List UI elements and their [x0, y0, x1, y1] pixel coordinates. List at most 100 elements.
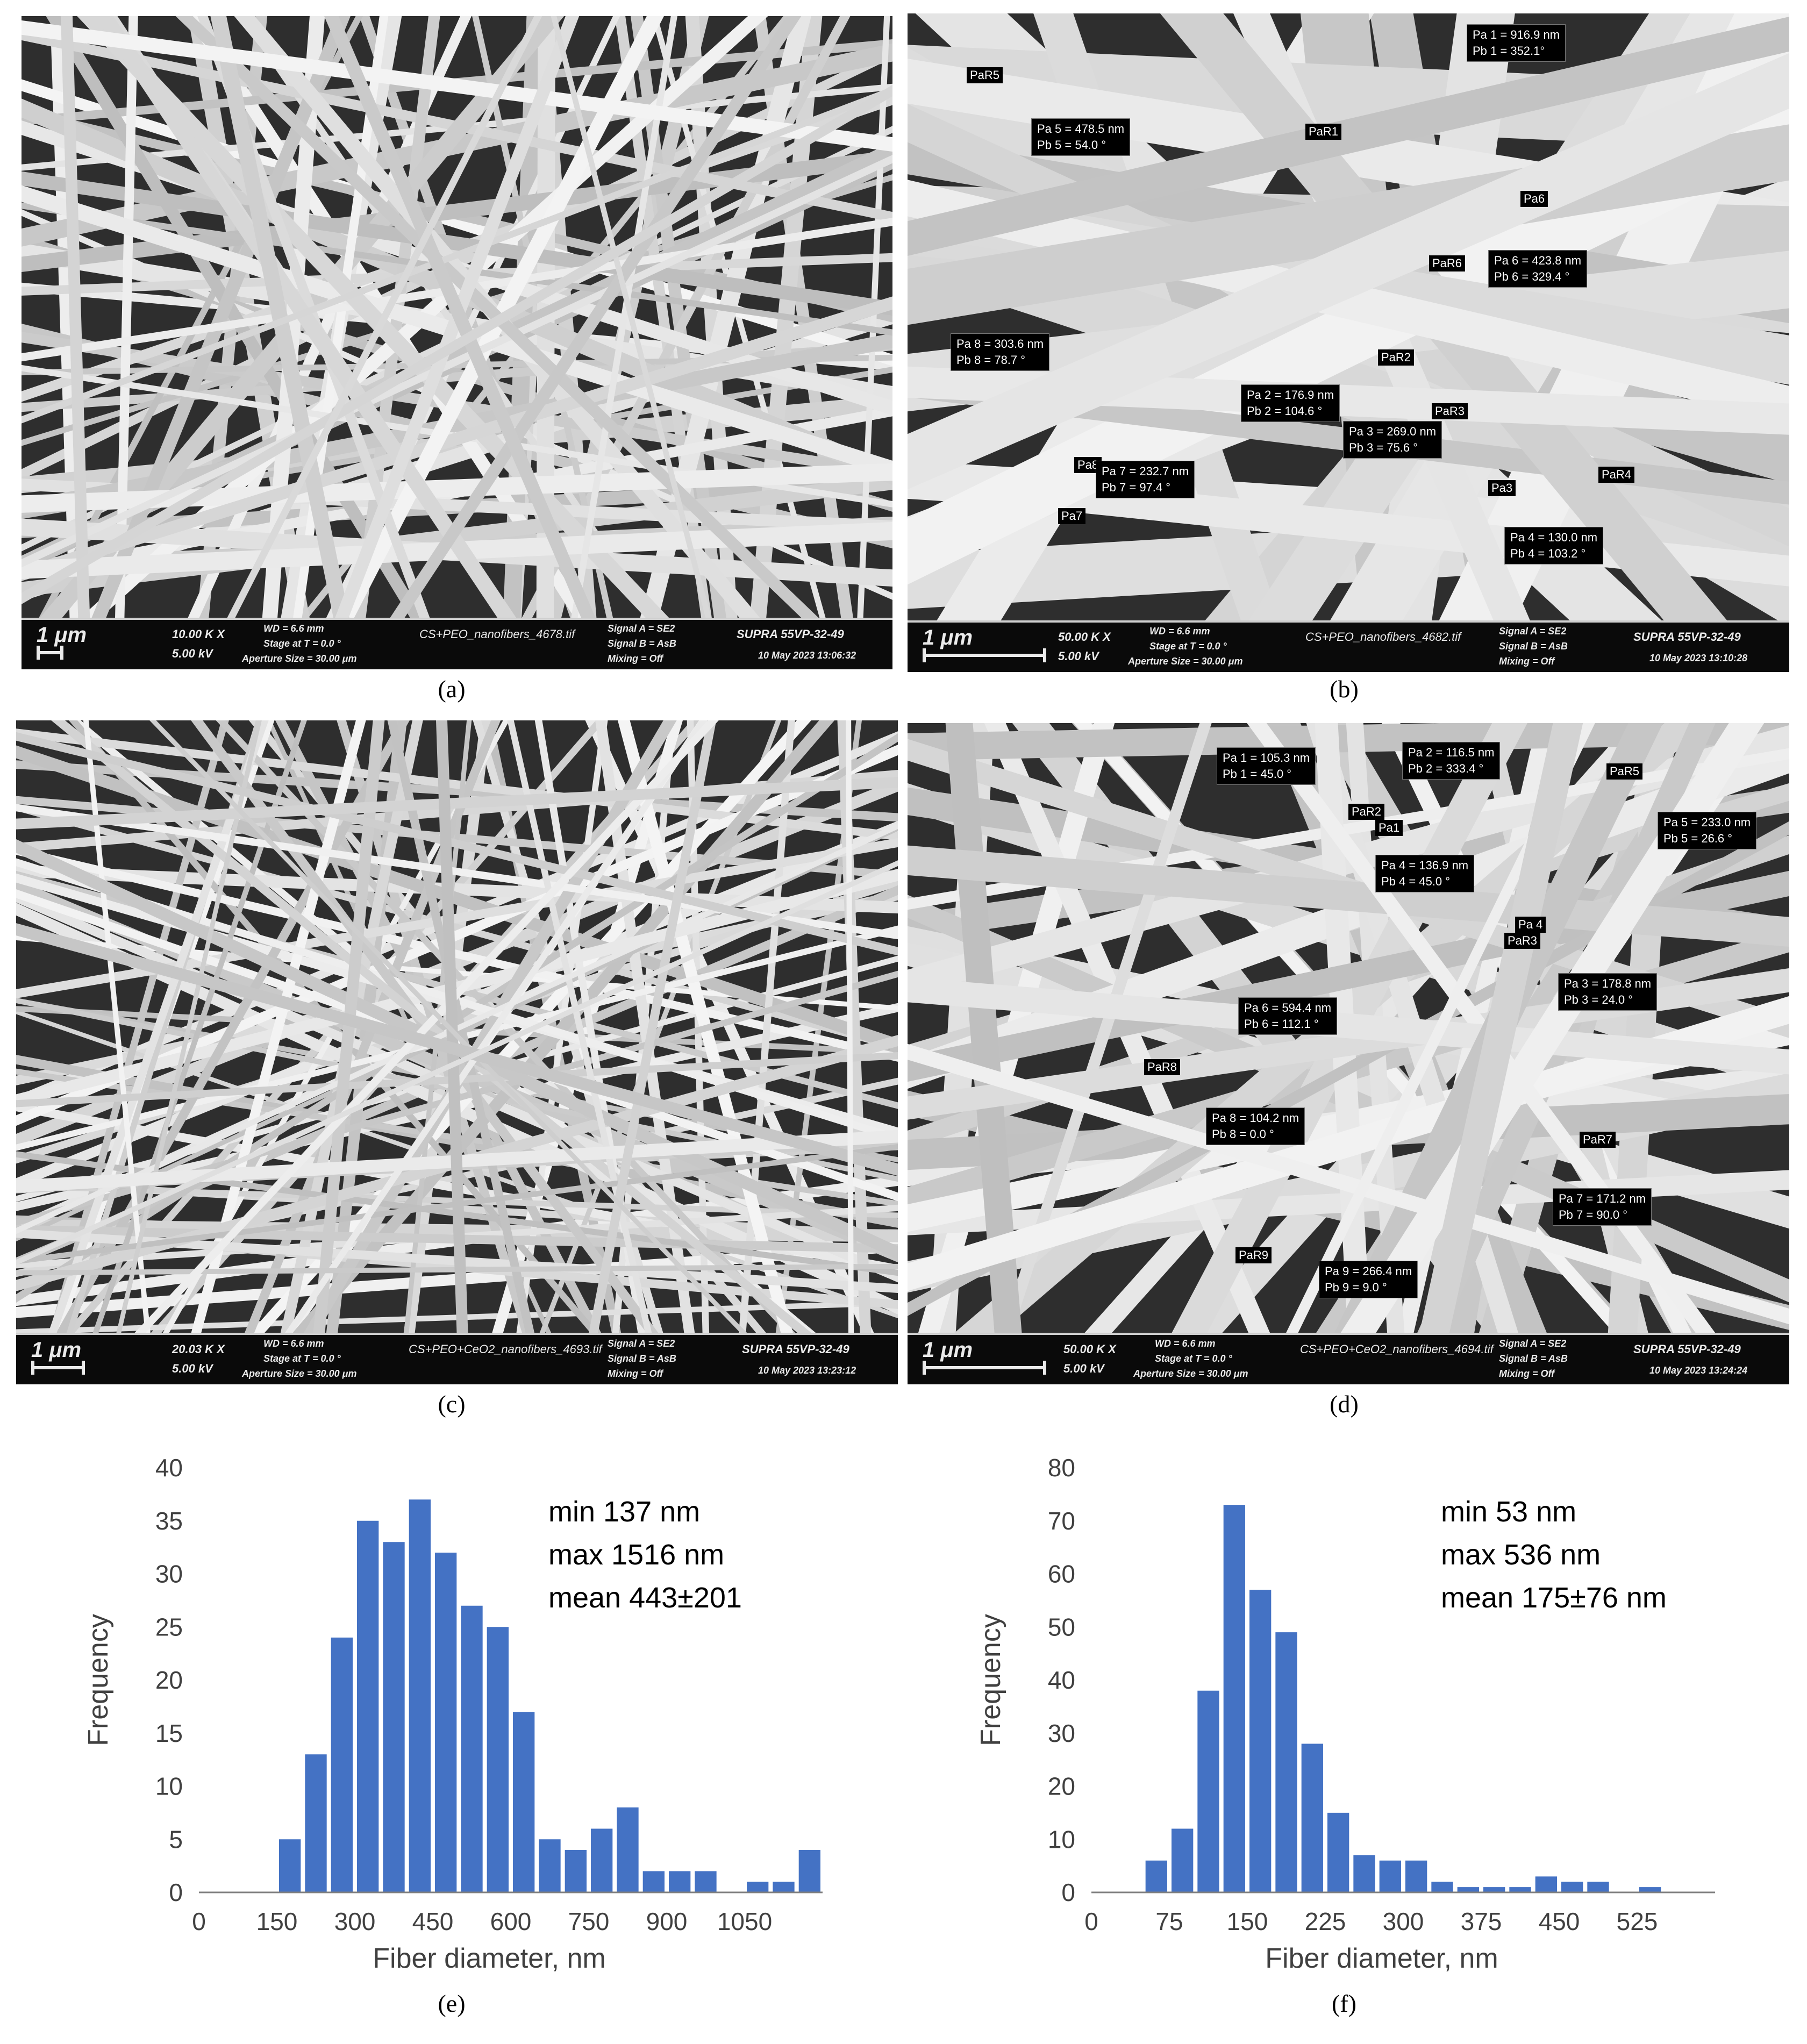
histogram-bar: [1275, 1632, 1297, 1892]
signal-b: Signal B = AsB: [1499, 1353, 1568, 1364]
working-distance: WD = 6.6 mm: [1149, 626, 1210, 637]
y-tick-label: 40: [155, 1454, 183, 1482]
marker-tag: PaR5: [967, 67, 1003, 83]
y-tick-label: 0: [169, 1878, 183, 1906]
x-tick-label: 600: [490, 1907, 532, 1935]
fiber: [149, 720, 749, 1335]
mixing: Mixing = Off: [1499, 1368, 1555, 1379]
signal-a: Signal A = SE2: [608, 623, 675, 634]
fiber: [51, 720, 814, 1335]
magnification: 20.03 K X: [172, 1342, 225, 1356]
histogram-bar: [1379, 1860, 1401, 1892]
fiber: [908, 845, 1789, 947]
microscope-model: SUPRA 55VP-32-49: [1633, 630, 1741, 644]
x-tick-label: 300: [1383, 1907, 1424, 1935]
fiber: [61, 16, 90, 620]
histogram-bar: [773, 1882, 795, 1892]
acquisition-date: 10 May 2023 13:24:24: [1649, 1365, 1748, 1376]
histogram-bar: [1223, 1505, 1245, 1892]
sem-info-bar-d: 1 μm 50.00 K X 5.00 kV WD = 6.6 mm Stage…: [908, 1333, 1789, 1384]
fiber: [22, 155, 892, 568]
fiber: [551, 16, 712, 620]
sem-image-c: 1 μm 20.03 K X 5.00 kV WD = 6.6 mm Stage…: [16, 720, 898, 1384]
stats-annotation: max 536 nm: [1441, 1539, 1601, 1571]
stage-tilt: Stage at T = 0.0 °: [1149, 641, 1227, 652]
magnification: 10.00 K X: [172, 627, 225, 641]
histogram-e: 0 5 10 15 20 25 30 35 40 0 150 300 450 600 750 900 1050 F…: [65, 1441, 839, 1978]
working-distance: WD = 6.6 mm: [263, 1338, 324, 1349]
mixing: Mixing = Off: [608, 653, 663, 664]
sem-info-bar-b: 1 μm 50.00 K X 5.00 kV WD = 6.6 mm Stage…: [908, 620, 1789, 672]
fiber: [22, 43, 892, 247]
sem-info-bar-a: 1 μm 10.00 K X 5.00 kV WD = 6.6 mm Stage…: [22, 618, 892, 669]
y-tick-label: 10: [1048, 1825, 1075, 1853]
fiber: [68, 720, 601, 1335]
fiber: [22, 20, 892, 152]
fiber: [290, 720, 835, 1335]
y-axis-title: Frequency: [83, 1614, 114, 1746]
aperture-size: Aperture Size = 30.00 μm: [242, 653, 357, 664]
marker-tag: PaR6: [1429, 255, 1466, 271]
fiber: [908, 977, 1789, 1075]
aperture-size: Aperture Size = 30.00 μm: [1133, 1368, 1248, 1379]
scale-bar: [31, 1361, 85, 1375]
working-distance: WD = 6.6 mm: [263, 623, 324, 634]
sem-image-b: PaR5 PaR1 Pa6 PaR6 PaR2 PaR3 Pa8 Pa3 PaR…: [908, 13, 1789, 672]
y-tick-label: 60: [1048, 1560, 1075, 1588]
caption-f: (f): [1332, 1990, 1356, 2017]
fiber-network-b: [908, 13, 1789, 623]
marker-tag: PaR9: [1235, 1247, 1272, 1263]
x-tick-label: 750: [568, 1907, 610, 1935]
marker-tag: PaR8: [1144, 1059, 1181, 1075]
marker-tag: PaR2: [1348, 804, 1385, 820]
fiber: [388, 16, 802, 620]
scale-label: 1 μm: [923, 1338, 973, 1362]
caption-d: (d): [1330, 1390, 1359, 1418]
microscope-model: SUPRA 55VP-32-49: [737, 627, 844, 641]
stage-tilt: Stage at T = 0.0 °: [263, 1353, 341, 1364]
stats-annotation: min 53 nm: [1441, 1496, 1576, 1528]
caption-b: (b): [1330, 675, 1359, 703]
measurement-label: Pa 4 = 136.9 nm Pb 4 = 45.0 °: [1375, 855, 1475, 892]
histogram-bar: [1249, 1590, 1272, 1892]
mixing: Mixing = Off: [608, 1368, 663, 1379]
y-tick-label: 40: [1048, 1666, 1075, 1694]
scale-label: 1 μm: [31, 1338, 82, 1362]
scale-label: 1 μm: [37, 623, 87, 647]
stage-tilt: Stage at T = 0.0 °: [263, 638, 341, 649]
fiber: [908, 180, 1789, 423]
fiber: [16, 838, 898, 998]
histogram-bar: [642, 1871, 665, 1892]
fiber-network-a: [22, 16, 892, 620]
histogram-bar: [669, 1871, 691, 1892]
fiber: [22, 296, 892, 581]
histogram-bar: [539, 1839, 561, 1892]
x-axis-title: Fiber diameter, nm: [373, 1943, 606, 1974]
y-axis-title: Frequency: [975, 1614, 1006, 1746]
fiber: [908, 53, 1789, 490]
fiber: [588, 720, 717, 1335]
measurement-label: Pa 1 = 916.9 nm Pb 1 = 352.1°: [1467, 24, 1566, 62]
x-tick-label: 375: [1461, 1907, 1502, 1935]
measurement-label: Pa 7 = 171.2 nm Pb 7 = 90.0 °: [1553, 1188, 1652, 1226]
fiber: [132, 720, 719, 1335]
fiber: [539, 720, 782, 1335]
magnification: 50.00 K X: [1058, 630, 1111, 644]
fiber: [22, 218, 892, 362]
stats-annotation: max 1516 nm: [548, 1539, 724, 1571]
fiber: [16, 777, 898, 830]
marker-tag: PaR5: [1606, 763, 1643, 780]
histogram-bar: [1457, 1887, 1479, 1892]
fiber: [846, 720, 854, 1335]
x-tick-label: 150: [1227, 1907, 1268, 1935]
fiber: [226, 16, 542, 620]
y-tick-label: 10: [155, 1773, 183, 1800]
y-tick-label: 30: [155, 1560, 183, 1588]
x-tick-label: 0: [1084, 1907, 1098, 1935]
y-tick-label: 70: [1048, 1507, 1075, 1535]
histogram-bar: [1561, 1882, 1583, 1892]
fiber: [908, 1044, 1789, 1325]
measurement-label: Pa 1 = 105.3 nm Pb 1 = 45.0 °: [1217, 747, 1316, 785]
y-tick-label: 0: [1061, 1878, 1075, 1906]
x-axis-title: Fiber diameter, nm: [1265, 1943, 1498, 1974]
